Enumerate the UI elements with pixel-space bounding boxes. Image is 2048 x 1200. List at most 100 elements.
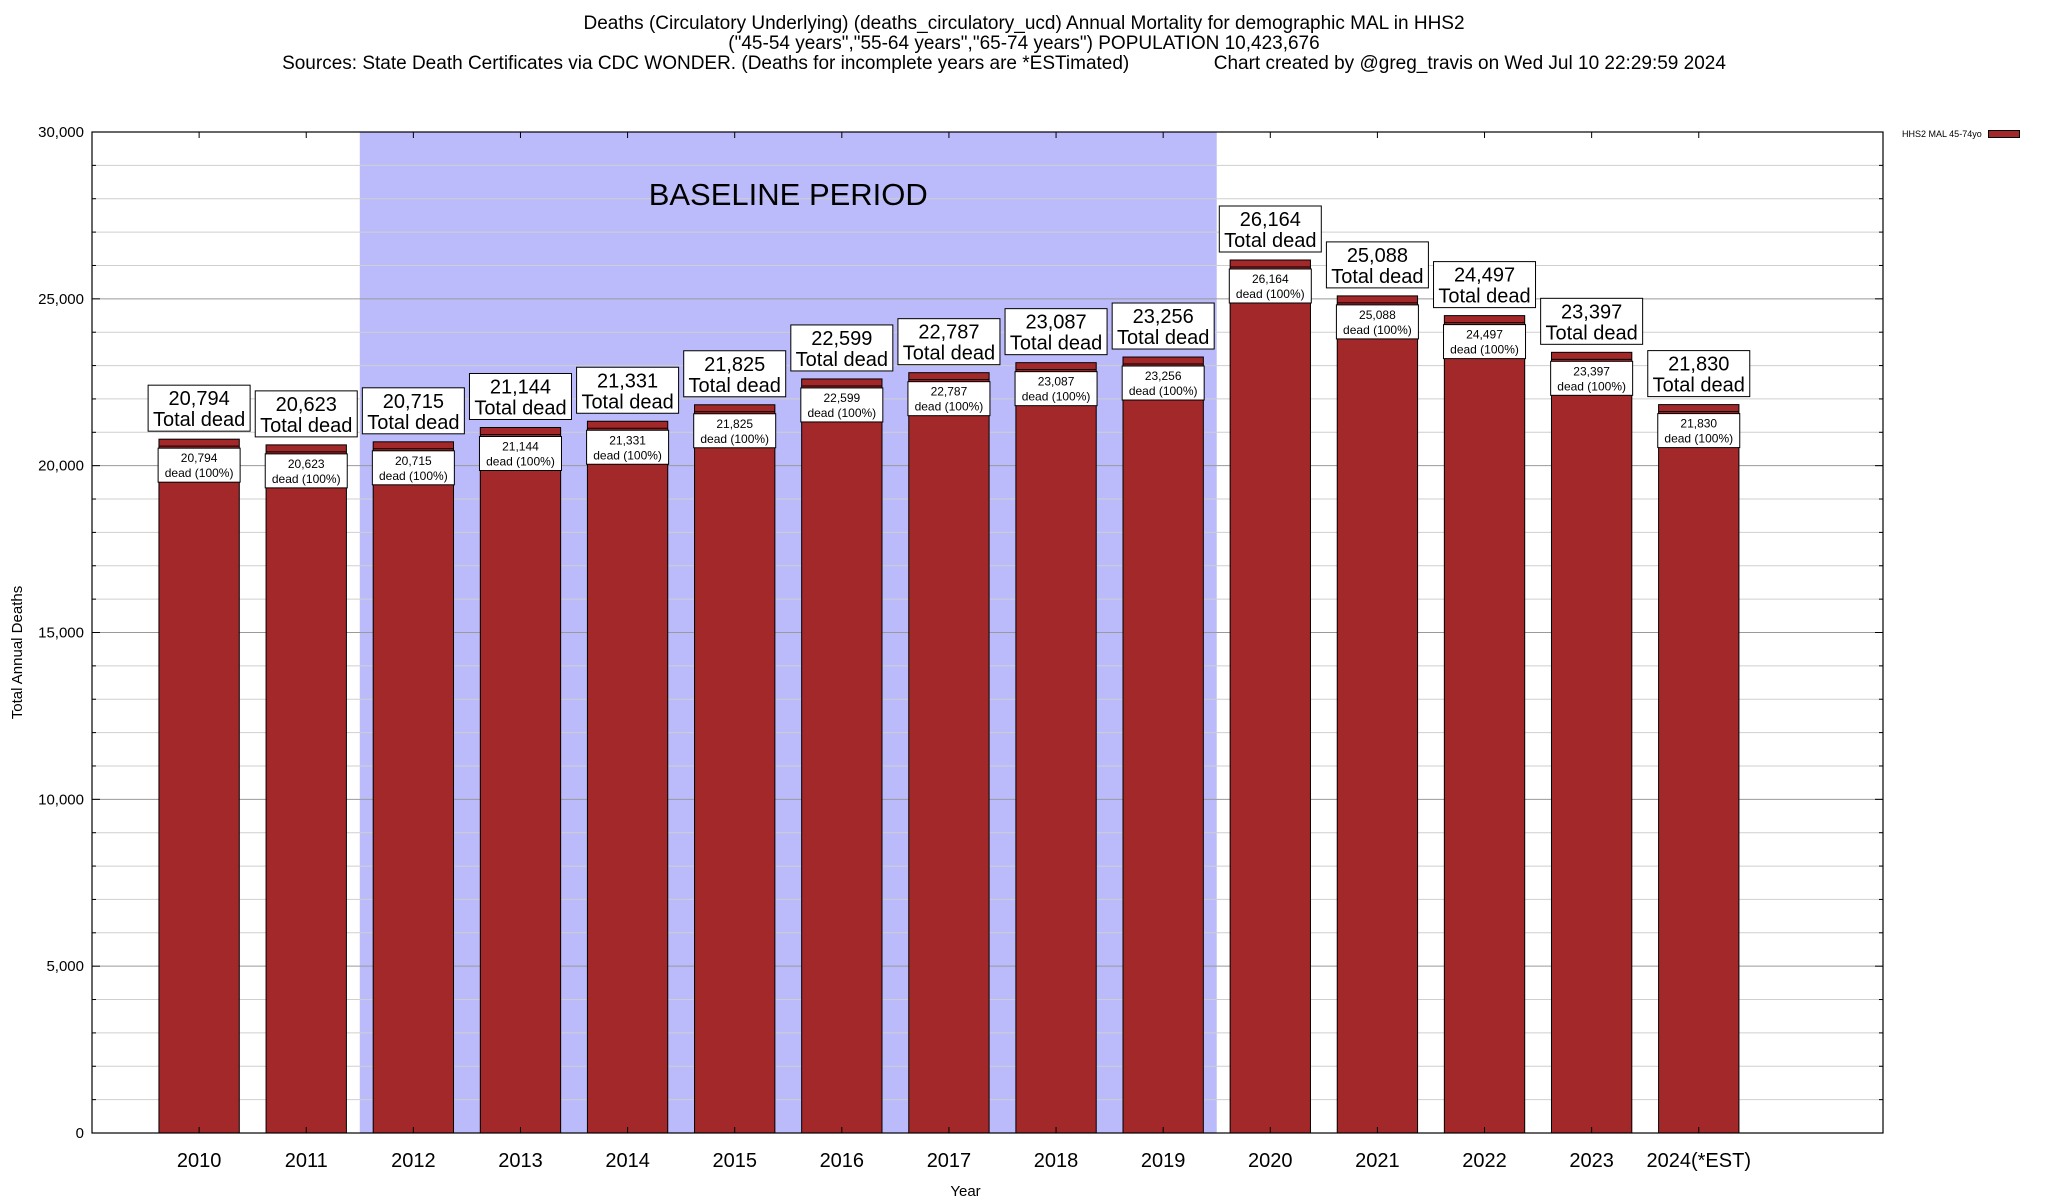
x-tick-label: 2024(*EST) bbox=[1647, 1150, 1752, 1172]
inner-value-label: 20,715 bbox=[395, 454, 432, 468]
y-tick-label: 15,000 bbox=[38, 625, 84, 642]
x-tick-label: 2016 bbox=[820, 1150, 865, 1172]
inner-label-box bbox=[1228, 268, 1312, 304]
total-dead-label: Total dead bbox=[1653, 375, 1745, 397]
total-label-box bbox=[468, 372, 572, 420]
total-value-label: 20,794 bbox=[169, 388, 230, 410]
inner-percent-label: dead (100%) bbox=[1236, 287, 1305, 301]
y-tick-label: 30,000 bbox=[38, 124, 84, 141]
plot-frame bbox=[91, 131, 1884, 1134]
y-tick-label: 5,000 bbox=[46, 958, 84, 975]
total-dead-label: Total dead bbox=[1224, 230, 1316, 252]
inner-value-label: 20,794 bbox=[181, 451, 218, 465]
y-tick-label: 20,000 bbox=[38, 458, 84, 475]
baseline-period-label: BASELINE PERIOD bbox=[649, 177, 928, 212]
x-tick-label: 2023 bbox=[1569, 1150, 1614, 1172]
inner-label-box bbox=[1121, 365, 1205, 401]
total-value-label: 22,599 bbox=[811, 328, 872, 350]
total-label-box bbox=[1218, 205, 1322, 253]
bar bbox=[158, 438, 240, 1134]
y-tick-label: 0 bbox=[76, 1125, 84, 1142]
bar bbox=[1015, 362, 1097, 1134]
inner-label-box bbox=[1443, 324, 1527, 360]
bar bbox=[372, 441, 455, 1134]
bar bbox=[1122, 356, 1204, 1134]
inner-value-label: 23,256 bbox=[1145, 369, 1182, 383]
inner-percent-label: dead (100%) bbox=[272, 472, 341, 486]
total-value-label: 22,787 bbox=[918, 322, 979, 344]
inner-percent-label: dead (100%) bbox=[593, 448, 662, 462]
total-value-label: 21,825 bbox=[704, 354, 765, 376]
inner-label-box bbox=[157, 447, 241, 483]
total-value-label: 21,144 bbox=[490, 376, 551, 398]
title-line-1: Deaths (Circulatory Underlying) (deaths_… bbox=[583, 13, 1465, 34]
inner-value-label: 22,787 bbox=[931, 385, 968, 399]
total-value-label: 23,256 bbox=[1133, 306, 1194, 328]
total-label-box bbox=[790, 324, 894, 372]
total-label-box bbox=[897, 318, 1001, 366]
total-value-label: 24,497 bbox=[1454, 265, 1515, 287]
total-label-box bbox=[1540, 297, 1644, 345]
total-label-box bbox=[254, 390, 358, 438]
bar bbox=[586, 420, 669, 1134]
total-value-label: 21,830 bbox=[1668, 354, 1729, 376]
bar bbox=[265, 444, 347, 1134]
inner-label-box bbox=[1657, 413, 1741, 449]
total-value-label: 20,715 bbox=[383, 391, 444, 413]
total-dead-label: Total dead bbox=[581, 391, 673, 413]
total-dead-label: Total dead bbox=[474, 397, 566, 419]
x-tick-label: 2019 bbox=[1141, 1150, 1186, 1172]
total-dead-label: Total dead bbox=[367, 412, 459, 434]
bar bbox=[908, 372, 990, 1134]
total-dead-label: Total dead bbox=[260, 415, 352, 437]
inner-label-box bbox=[907, 381, 991, 417]
total-value-label: 21,331 bbox=[597, 370, 658, 392]
inner-value-label: 21,825 bbox=[716, 417, 753, 431]
x-tick-label: 2013 bbox=[498, 1150, 543, 1172]
total-dead-label: Total dead bbox=[1545, 322, 1637, 344]
total-dead-label: Total dead bbox=[903, 343, 995, 365]
x-tick-label: 2014 bbox=[605, 1150, 650, 1172]
inner-value-label: 24,497 bbox=[1466, 328, 1503, 342]
inner-label-box bbox=[264, 453, 348, 489]
total-dead-label: Total dead bbox=[1331, 266, 1423, 288]
total-label-box bbox=[1325, 241, 1429, 289]
x-axis-title: Year bbox=[950, 1183, 980, 1200]
bar bbox=[1336, 295, 1419, 1134]
total-value-label: 25,088 bbox=[1347, 245, 1408, 267]
x-tick-label: 2012 bbox=[391, 1150, 436, 1172]
total-dead-label: Total dead bbox=[1438, 286, 1530, 308]
total-label-box bbox=[1647, 350, 1751, 398]
total-dead-label: Total dead bbox=[796, 349, 888, 371]
legend-swatch bbox=[1987, 130, 2020, 138]
total-value-label: 23,397 bbox=[1561, 301, 1622, 323]
y-tick-label: 25,000 bbox=[38, 291, 84, 308]
x-tick-label: 2010 bbox=[177, 1150, 222, 1172]
x-tick-label: 2017 bbox=[927, 1150, 972, 1172]
x-tick-label: 2018 bbox=[1034, 1150, 1079, 1172]
inner-label-box bbox=[800, 387, 884, 423]
total-label-box bbox=[147, 384, 251, 432]
inner-percent-label: dead (100%) bbox=[1664, 432, 1733, 446]
legend-label: HHS2 MAL 45-74yo bbox=[1902, 129, 1982, 139]
inner-label-box bbox=[1014, 371, 1098, 407]
inner-value-label: 22,599 bbox=[823, 391, 860, 405]
inner-percent-label: dead (100%) bbox=[486, 454, 555, 468]
bar bbox=[694, 404, 776, 1134]
total-label-box bbox=[1433, 261, 1537, 309]
bar bbox=[479, 426, 562, 1134]
total-dead-label: Total dead bbox=[1117, 327, 1209, 349]
bar bbox=[1443, 315, 1526, 1134]
x-tick-label: 2022 bbox=[1462, 1150, 1507, 1172]
inner-value-label: 21,144 bbox=[502, 439, 539, 453]
y-tick-label: 10,000 bbox=[38, 791, 84, 808]
inner-percent-label: dead (100%) bbox=[700, 432, 769, 446]
total-dead-label: Total dead bbox=[153, 409, 245, 431]
inner-percent-label: dead (100%) bbox=[1022, 390, 1091, 404]
x-tick-label: 2015 bbox=[712, 1150, 757, 1172]
total-label-box bbox=[361, 387, 465, 435]
title-line-2: ("45-54 years","55-64 years","65-74 year… bbox=[728, 33, 1320, 54]
inner-percent-label: dead (100%) bbox=[915, 400, 984, 414]
chart-title: Deaths (Circulatory Underlying) (deaths_… bbox=[0, 14, 2048, 74]
